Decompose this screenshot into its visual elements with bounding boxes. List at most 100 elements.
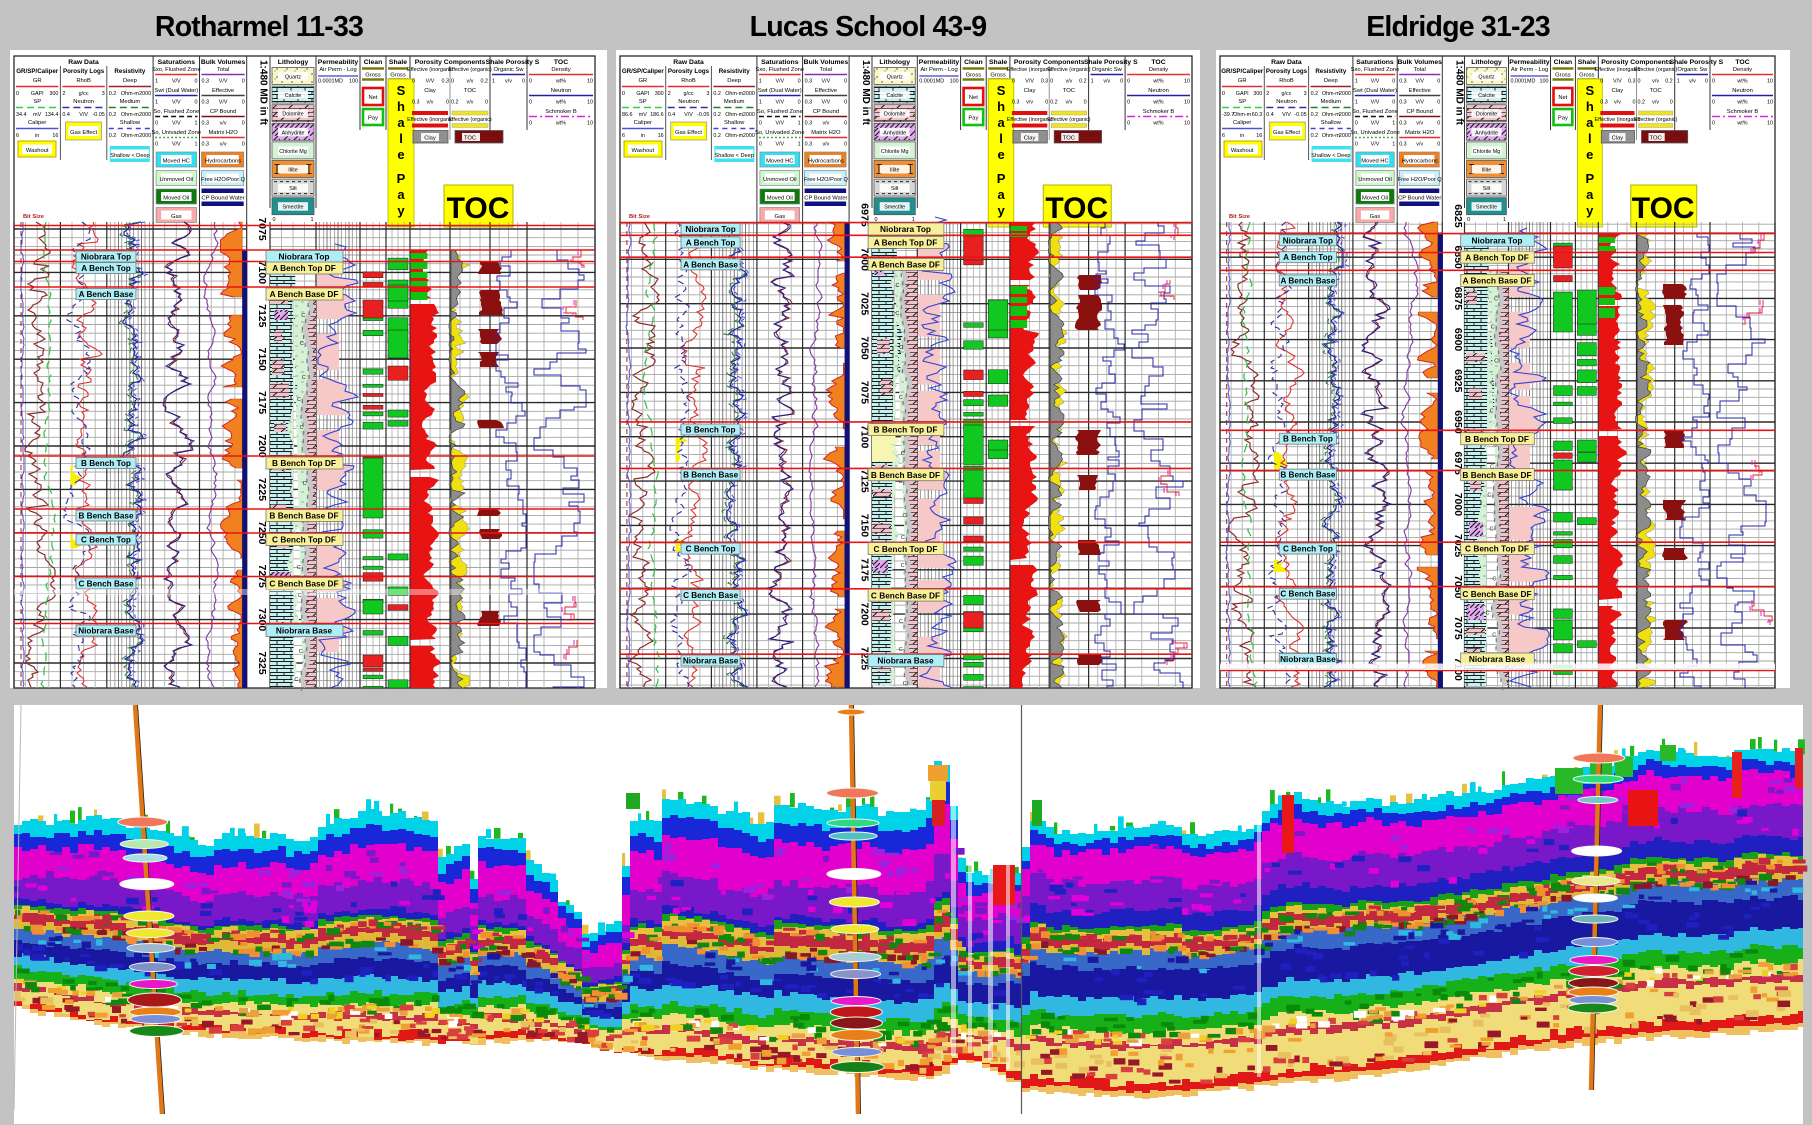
svg-text:Density: Density [551, 67, 570, 73]
svg-text:300: 300 [655, 91, 664, 97]
svg-text:CP Bound Water: CP Bound Water [202, 196, 245, 202]
svg-text:3: 3 [1304, 91, 1307, 97]
svg-text:Ohm-m: Ohm-m [1322, 91, 1340, 97]
svg-text:Quartz: Quartz [285, 75, 301, 81]
svg-text:C Bench Top DF: C Bench Top DF [874, 544, 938, 554]
svg-text:Raw Data: Raw Data [673, 59, 704, 66]
svg-text:6900: 6900 [1452, 328, 1464, 352]
svg-text:a: a [397, 187, 405, 202]
svg-text:Ohm-m: Ohm-m [725, 112, 743, 118]
svg-text:GAPI: GAPI [636, 91, 649, 97]
svg-text:Illite: Illite [1482, 168, 1492, 174]
svg-text:Pay: Pay [968, 116, 978, 122]
svg-text:B Bench Base DF: B Bench Base DF [871, 470, 940, 480]
svg-text:Resistivity: Resistivity [719, 68, 751, 75]
svg-text:TOC: TOC [1632, 192, 1695, 225]
svg-text:TOC: TOC [1151, 59, 1165, 66]
svg-text:Shale: Shale [989, 59, 1007, 66]
svg-text:TOC: TOC [1063, 88, 1075, 94]
svg-text:10: 10 [587, 100, 593, 106]
svg-text:Hydrocarbons: Hydrocarbons [1402, 159, 1438, 165]
svg-text:0: 0 [242, 121, 245, 127]
svg-text:A Bench Base: A Bench Base [1281, 276, 1336, 285]
svg-text:wt%: wt% [1152, 121, 1163, 127]
svg-text:Unmoved Oil: Unmoved Oil [160, 177, 194, 183]
svg-text:0: 0 [844, 100, 847, 106]
svg-text:wt%: wt% [1736, 79, 1747, 85]
svg-text:Medium: Medium [724, 99, 745, 105]
svg-text:TOC: TOC [1735, 59, 1749, 66]
svg-text:Medium: Medium [1320, 99, 1341, 105]
svg-text:V/V: V/V [822, 100, 831, 106]
svg-text:A Bench Top: A Bench Top [1283, 253, 1333, 262]
svg-text:0: 0 [874, 217, 877, 223]
svg-text:A Bench Base: A Bench Base [79, 290, 134, 299]
svg-text:0: 0 [1127, 100, 1130, 106]
svg-text:0: 0 [529, 121, 532, 127]
svg-text:0: 0 [844, 142, 847, 148]
svg-text:A Bench Top DF: A Bench Top DF [874, 238, 938, 248]
svg-text:A Bench Top DF: A Bench Top DF [1465, 252, 1529, 262]
svg-text:0: 0 [1712, 79, 1715, 85]
svg-text:Gas: Gas [774, 214, 785, 220]
svg-text:7200: 7200 [859, 602, 871, 626]
svg-text:C: C [1490, 464, 1494, 470]
svg-text:C: C [300, 341, 304, 347]
svg-text:1: 1 [912, 217, 915, 223]
svg-text:7100: 7100 [859, 425, 871, 449]
svg-text:A Bench Base: A Bench Base [683, 260, 738, 269]
svg-text:A Bench Base DF: A Bench Base DF [270, 289, 339, 299]
svg-text:Silt: Silt [1483, 186, 1491, 192]
svg-text:TOC: TOC [1650, 88, 1662, 94]
svg-text:C: C [299, 543, 303, 549]
svg-text:Bulk Volumes: Bulk Volumes [1397, 59, 1442, 66]
svg-text:Schmoker B: Schmoker B [545, 109, 577, 115]
svg-text:Rotharmel 11-33: Rotharmel 11-33 [155, 11, 363, 43]
svg-text:Matrix H2O: Matrix H2O [1405, 130, 1435, 136]
svg-text:C Bench Base: C Bench Base [78, 580, 134, 589]
svg-text:2: 2 [1266, 91, 1269, 97]
svg-text:B Bench Top DF: B Bench Top DF [874, 425, 938, 435]
svg-text:0.3: 0.3 [1399, 121, 1407, 127]
svg-text:0: 0 [529, 100, 532, 106]
svg-text:a: a [1586, 187, 1594, 202]
svg-text:Shale: Shale [1578, 59, 1596, 66]
svg-text:1: 1 [310, 217, 313, 223]
svg-text:Lithology: Lithology [278, 59, 309, 66]
svg-text:Moved HC: Moved HC [1361, 159, 1388, 165]
svg-text:0.3: 0.3 [1600, 100, 1608, 106]
svg-text:6825: 6825 [1452, 204, 1464, 228]
svg-text:0: 0 [1127, 121, 1130, 127]
svg-text:0.2: 0.2 [109, 112, 117, 118]
svg-text:GR: GR [1238, 78, 1247, 84]
svg-text:0: 0 [1437, 100, 1440, 106]
svg-text:7075: 7075 [256, 217, 268, 241]
svg-text:0: 0 [1670, 100, 1673, 106]
svg-text:0.4: 0.4 [668, 112, 676, 118]
svg-text:V/V: V/V [172, 100, 181, 106]
svg-text:C: C [899, 619, 903, 625]
svg-text:6925: 6925 [1452, 369, 1464, 393]
svg-text:C: C [899, 345, 903, 351]
svg-text:16: 16 [52, 133, 58, 139]
svg-text:16: 16 [658, 133, 664, 139]
svg-text:Schmoker B: Schmoker B [1143, 109, 1175, 115]
svg-text:2000: 2000 [743, 112, 755, 118]
svg-text:h: h [1586, 99, 1594, 114]
svg-text:wt%: wt% [555, 121, 566, 127]
svg-text:0.3: 0.3 [202, 142, 210, 148]
svg-text:7075: 7075 [1452, 616, 1464, 640]
svg-text:0: 0 [1392, 79, 1395, 85]
svg-text:C: C [1492, 632, 1496, 638]
svg-text:Sxo, Flushed Zone: Sxo, Flushed Zone [152, 67, 201, 73]
svg-text:7300: 7300 [256, 608, 268, 632]
svg-text:Ohm-m: Ohm-m [1322, 112, 1340, 118]
svg-text:0.3: 0.3 [805, 79, 813, 85]
svg-text:Gas Effect: Gas Effect [1273, 130, 1300, 136]
svg-text:Unmoved Oil: Unmoved Oil [1358, 177, 1392, 183]
svg-text:7000: 7000 [859, 248, 871, 272]
svg-text:186.6: 186.6 [650, 112, 664, 118]
svg-text:Lithology: Lithology [879, 59, 910, 66]
svg-text:Permeability: Permeability [919, 59, 960, 66]
svg-text:0.2: 0.2 [109, 91, 117, 97]
